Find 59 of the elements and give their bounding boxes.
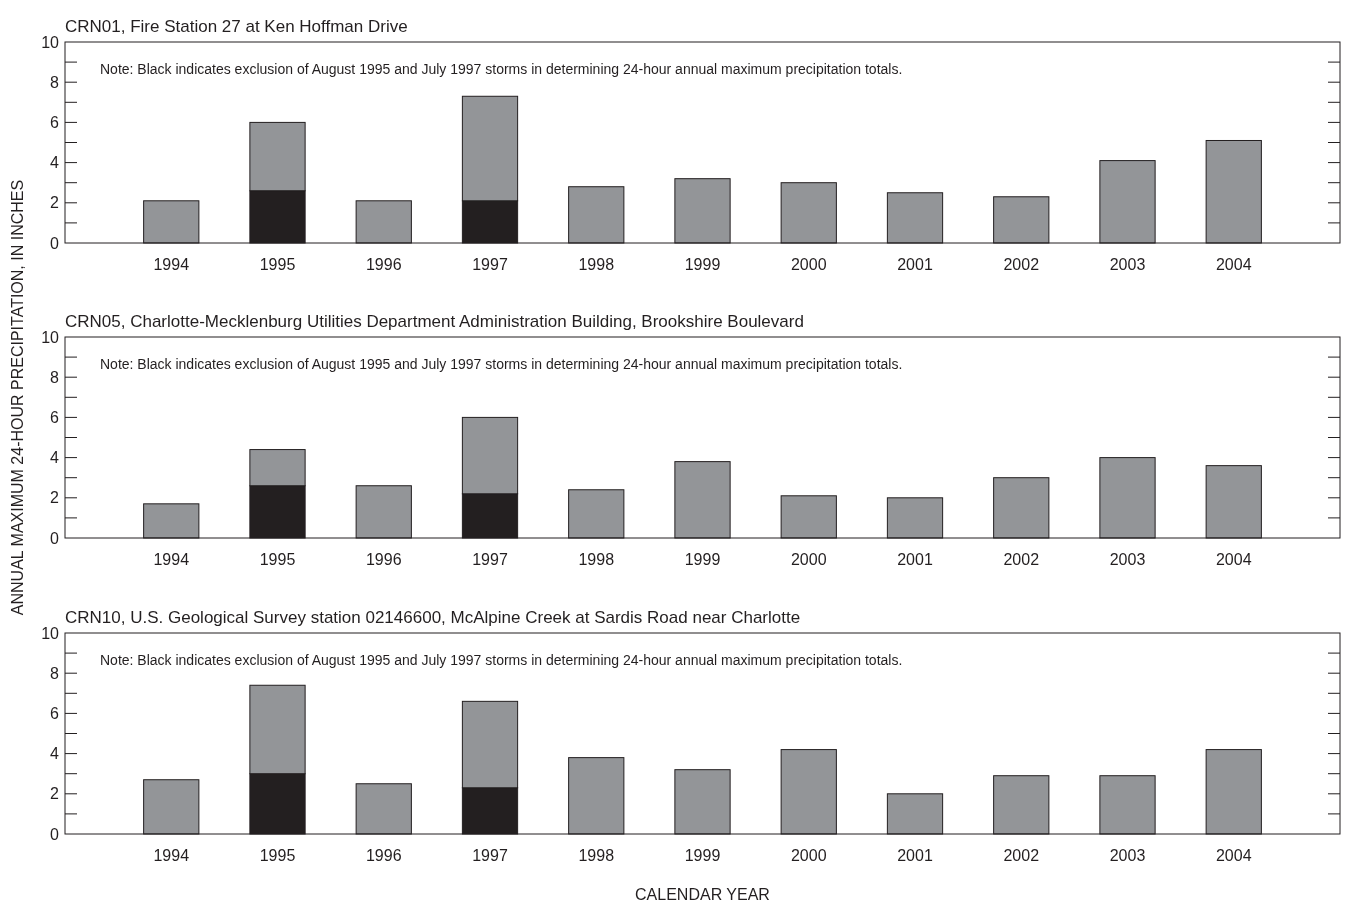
chart-title: CRN10, U.S. Geological Survey station 02146600, McAlpine Creek at Sardis Road near Charlotte xyxy=(65,608,801,627)
x-tick-label: 1994 xyxy=(153,847,190,864)
x-tick-label: 2002 xyxy=(1003,256,1040,273)
y-tick-label: 6 xyxy=(50,409,60,427)
x-tick-label: 2002 xyxy=(1003,551,1040,568)
x-tick-label: 1998 xyxy=(578,847,615,864)
y-tick-label: 4 xyxy=(50,449,60,467)
y-tick-label: 8 xyxy=(50,664,60,682)
x-tick-label: 1997 xyxy=(472,847,508,864)
y-tick-label: 0 xyxy=(50,529,60,547)
chart-title: CRN05, Charlotte-Mecklenburg Utilities Department Administration Building, Brookshire Boulevard xyxy=(65,312,804,331)
x-tick-label: 2003 xyxy=(1109,551,1146,568)
annotation: Note: Black indicates exclusion of August 1995 and July 1997 storms in determining 24-hour annual maximum precipitation totals. xyxy=(100,652,903,668)
x-tick-label: 1996 xyxy=(365,256,402,273)
y-tick-label: 8 xyxy=(50,73,60,91)
y-tick-label: 4 xyxy=(50,745,60,763)
x-axis-title: CALENDAR YEAR xyxy=(635,886,770,903)
x-tick-label: 2001 xyxy=(897,551,933,568)
x-tick-label: 1997 xyxy=(472,551,508,568)
y-tick-label: 2 xyxy=(50,489,60,507)
x-tick-label: 1995 xyxy=(259,256,296,273)
x-tick-label: 1996 xyxy=(365,551,402,568)
x-tick-label: 1999 xyxy=(684,847,721,864)
x-tick-label: 1999 xyxy=(684,256,721,273)
y-tick-label: 6 xyxy=(50,114,60,132)
x-tick-label: 2001 xyxy=(897,256,933,273)
y-tick-label: 8 xyxy=(50,368,60,386)
x-tick-label: 1995 xyxy=(259,847,296,864)
x-tick-label: 2004 xyxy=(1215,847,1252,864)
y-tick-label: 0 xyxy=(50,825,60,843)
x-tick-label: 1994 xyxy=(153,256,190,273)
x-tick-label: 1997 xyxy=(472,256,508,273)
x-tick-label: 2000 xyxy=(790,551,827,568)
x-tick-label: 1995 xyxy=(259,551,296,568)
x-tick-label: 1998 xyxy=(578,256,615,273)
x-tick-label: 2000 xyxy=(790,847,827,864)
x-tick-label: 2004 xyxy=(1215,551,1252,568)
annotation: Note: Black indicates exclusion of August 1995 and July 1997 storms in determining 24-hour annual maximum precipitation totals. xyxy=(100,61,903,77)
x-tick-label: 2000 xyxy=(790,256,827,273)
y-axis-title: ANNUAL MAXIMUM 24-HOUR PRECIPITATION, IN INCHES xyxy=(9,179,26,616)
x-tick-label: 1999 xyxy=(684,551,721,568)
y-tick-label: 2 xyxy=(50,785,60,803)
y-tick-label: 10 xyxy=(41,624,60,642)
x-tick-label: 2003 xyxy=(1109,847,1146,864)
x-tick-label: 2004 xyxy=(1215,256,1252,273)
x-tick-label: 1994 xyxy=(153,551,190,568)
y-tick-label: 6 xyxy=(50,705,60,723)
x-tick-label: 2001 xyxy=(897,847,933,864)
y-tick-label: 10 xyxy=(41,33,60,51)
x-tick-label: 2002 xyxy=(1003,847,1040,864)
annotation: Note: Black indicates exclusion of August 1995 and July 1997 storms in determining 24-hour annual maximum precipitation totals. xyxy=(100,356,903,372)
y-tick-label: 4 xyxy=(50,154,60,172)
x-tick-label: 1996 xyxy=(365,847,402,864)
y-tick-label: 2 xyxy=(50,194,60,212)
x-tick-label: 1998 xyxy=(578,551,615,568)
y-tick-label: 0 xyxy=(50,234,60,252)
x-tick-label: 2003 xyxy=(1109,256,1146,273)
chart-title: CRN01, Fire Station 27 at Ken Hoffman Drive xyxy=(65,17,408,36)
y-tick-label: 10 xyxy=(41,328,60,346)
